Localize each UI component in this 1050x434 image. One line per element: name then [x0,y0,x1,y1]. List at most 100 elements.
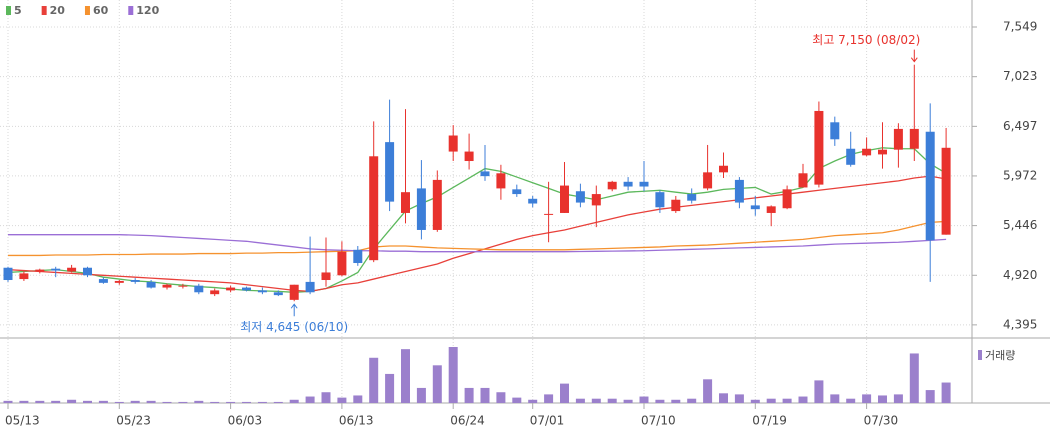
candle-body [750,205,760,210]
volume-bar [464,387,474,403]
y-tick-label: 6,497 [1003,119,1037,133]
volume-bar [528,399,538,403]
candle-body [35,269,45,272]
candle-body [480,171,490,177]
volume-bar [544,394,554,403]
volume-bar [941,382,951,403]
volume-bar [353,395,363,403]
candle-body [226,287,236,291]
candle-body [67,267,77,272]
candle-body [496,173,506,189]
candle-body [448,135,458,152]
candle-body [528,198,538,204]
volume-bar [734,394,744,403]
legend-label: 60 [93,4,109,17]
candle-body [639,181,649,187]
candle-body [178,285,188,287]
x-tick-label: 06/13 [339,414,374,428]
x-tick-label: 06/03 [228,414,263,428]
volume-bar [687,398,697,403]
y-tick-label: 4,920 [1003,268,1037,282]
volume-bar [385,373,395,403]
volume-bar [305,396,315,403]
volume-bar [114,401,124,403]
volume-bar [242,401,251,403]
volume-bar [289,399,299,403]
volume-bar [623,399,633,403]
candle-body [798,173,808,188]
candle-body [130,280,140,282]
volume-bar [846,398,856,403]
volume-bar [703,379,713,403]
candle-body [782,189,792,209]
candle-body [623,181,633,187]
candle-body [305,281,315,293]
volume-bar [448,347,458,403]
volume-bar [925,390,935,403]
candle-body [846,148,856,165]
candle-body [353,249,363,264]
volume-bar [607,398,617,403]
candle-body [19,273,29,280]
volume-bar [83,400,92,403]
candle-body [337,251,347,276]
candle-body [83,267,92,276]
candle-body [941,147,951,235]
y-tick-label: 4,395 [1003,317,1037,331]
candle-body [321,272,331,281]
volume-bar [67,399,77,403]
high-annotation: 최고 7,150 (08/02) [812,33,920,47]
candle-body [369,156,379,261]
legend-swatch [41,6,47,15]
low-arrow [290,303,298,317]
candle-body [98,279,108,283]
low-annotation: 최저 4,645 (06/10) [240,320,348,334]
x-tick-label: 07/30 [864,414,899,428]
y-tick-label: 7,549 [1003,19,1037,33]
legend-label: 20 [50,4,66,17]
volume-bar [35,400,45,403]
candle-body [607,181,617,190]
candle-body [719,165,728,173]
volume-bar [226,401,236,403]
candle-body [560,185,569,213]
candle-body [210,290,220,295]
volume-bar [814,380,824,403]
volume-bar [98,400,108,403]
volume-bar [639,396,649,403]
volume-bar [273,401,283,403]
candle-body [162,284,172,288]
ma-line [7,147,947,293]
candle-body [655,192,665,208]
ma-line [7,175,947,292]
candle-body [591,194,601,206]
volume-bar [162,401,172,403]
candle-body [146,281,156,288]
candle-body [814,110,824,185]
volume-bar [194,400,204,403]
volume-bar [512,397,522,403]
candle-body [703,172,713,189]
volume-bar [369,357,379,403]
y-tick-label: 5,972 [1003,168,1037,182]
volume-bar [655,399,665,403]
volume-bar [257,401,267,403]
candle-body [512,189,522,195]
candle-body [925,131,935,241]
candle-body [687,194,697,201]
y-tick-label: 7,023 [1003,69,1037,83]
volume-bar [560,383,569,403]
candle-body [909,128,919,149]
candle-body [544,213,554,215]
volume-bar [432,365,442,403]
volume-bar [909,353,919,403]
candle-body [734,179,744,203]
candle-body [464,151,474,162]
volume-bar [671,399,681,403]
x-tick-label: 07/01 [530,414,565,428]
volume-bar [146,400,156,403]
volume-bar [496,392,506,403]
volume-bar [878,395,887,403]
x-tick-label: 07/19 [752,414,787,428]
volume-bar [416,387,426,403]
